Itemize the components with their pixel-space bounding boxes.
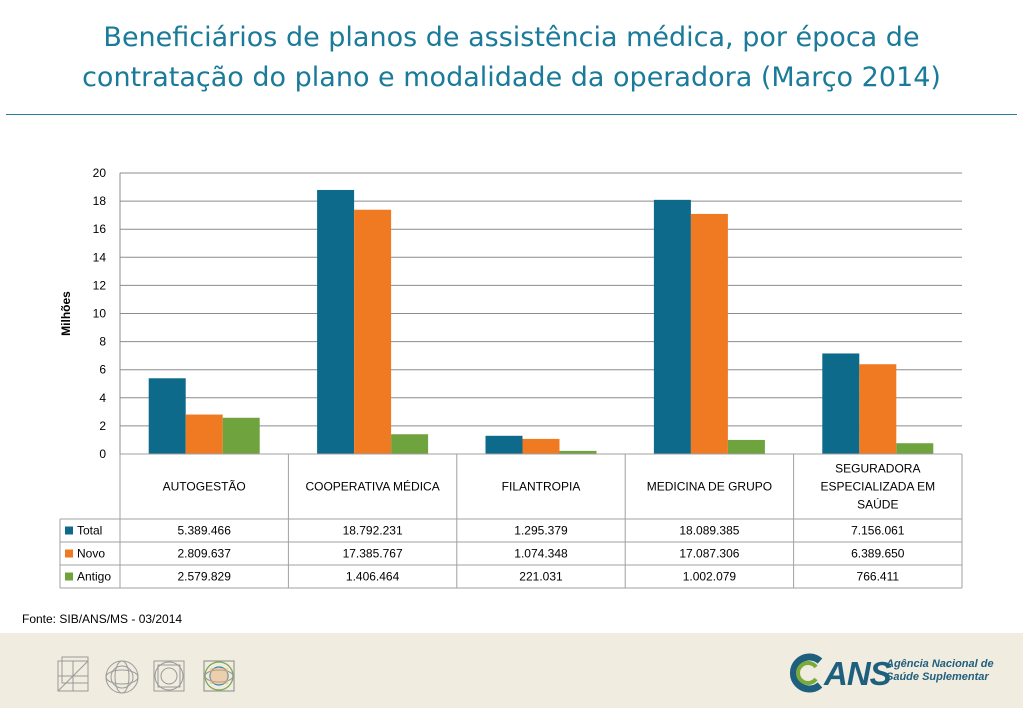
bar-novo [522,438,560,454]
y-tick-label: 2 [99,419,106,433]
colored-circles-icon [203,660,235,692]
y-tick-label: 14 [93,250,107,264]
ans-logo: ANS Agência Nacional de Saúde Suplementa… [786,653,1006,693]
data-label: 1.406.464 [346,570,400,584]
y-tick-label: 12 [93,278,107,292]
y-tick-label: 8 [99,335,106,349]
data-label: 18.792.231 [343,524,403,538]
footer-band: ANS Agência Nacional de Saúde Suplementa… [0,633,1023,708]
page-title: Beneficiários de planos de assistência m… [0,18,1023,98]
y-tick-label: 6 [99,363,106,377]
ans-subtitle-line-1: Agência Nacional de [886,658,994,670]
category-label: MEDICINA DE GRUPO [647,480,772,494]
y-tick-label: 0 [99,447,106,461]
source-note: Fonte: SIB/ANS/MS - 03/2014 [22,612,183,626]
category-label: SAÚDE [857,497,898,512]
ans-logo-subtitle: Agência Nacional de Saúde Suplementar [886,658,994,684]
title-divider [6,114,1017,115]
data-label: 6.389.650 [851,547,905,561]
bar-total [317,189,355,454]
data-label: 18.089.385 [679,524,739,538]
legend-key-novo [65,549,73,558]
bar-novo [185,414,223,454]
bar-antigo [896,443,934,454]
data-label: 17.087.306 [679,547,739,561]
data-label: 1.002.079 [683,570,737,584]
bar-total [148,378,186,454]
bar-total [653,199,691,454]
legend-label: Total [77,524,102,538]
data-label: 17.385.767 [343,547,403,561]
circles-icon [105,660,139,694]
ans-subtitle-line-2: Saúde Suplementar [886,671,989,683]
title-line-2: contratação do plano e modalidade da ope… [82,62,941,93]
data-label: 2.579.829 [178,570,232,584]
category-label: FILANTROPIA [502,480,581,494]
y-axis-label: Milhões [59,291,73,336]
data-label: 221.031 [519,570,563,584]
y-tick-label: 20 [93,166,107,180]
data-label: 1.295.379 [514,524,568,538]
bar-antigo [222,417,260,454]
bar-antigo [559,450,597,454]
legend-label: Novo [77,547,105,561]
squares-circles-icon [153,660,185,692]
data-label: 2.809.637 [178,547,232,561]
bar-novo [354,209,392,454]
legend-key-antigo [65,572,73,581]
category-label: ESPECIALIZADA EM [820,480,935,494]
footer-icon-row [57,656,235,694]
bar-total [822,353,860,454]
ans-logo-text: ANS [824,655,892,692]
category-label: AUTOGESTÃO [163,480,246,494]
data-label: 5.389.466 [178,524,232,538]
grid-cube-icon [57,656,89,692]
legend-key-total [65,526,73,535]
data-label: 766.411 [857,570,900,584]
bar-novo [859,364,897,454]
category-label: SEGURADORA [835,462,920,476]
y-tick-label: 4 [99,391,106,405]
bar-novo [690,213,728,454]
title-line-1: Beneficiários de planos de assistência m… [103,22,920,53]
y-tick-label: 16 [93,222,107,236]
ans-swoosh-icon [789,653,823,693]
category-label: COOPERATIVA MÉDICA [305,479,439,494]
legend-label: Antigo [77,570,111,584]
data-label: 7.156.061 [851,524,905,538]
y-tick-label: 18 [93,194,107,208]
data-label: 1.074.348 [514,547,568,561]
bar-total [485,435,523,454]
bar-antigo [727,439,765,454]
y-tick-label: 10 [93,307,107,321]
bar-antigo [391,434,429,454]
bar-chart: 0 2 4 6 8 10 12 14 16 18 20 Milhões AUTOGESTÃO COOPER… [59,166,963,589]
